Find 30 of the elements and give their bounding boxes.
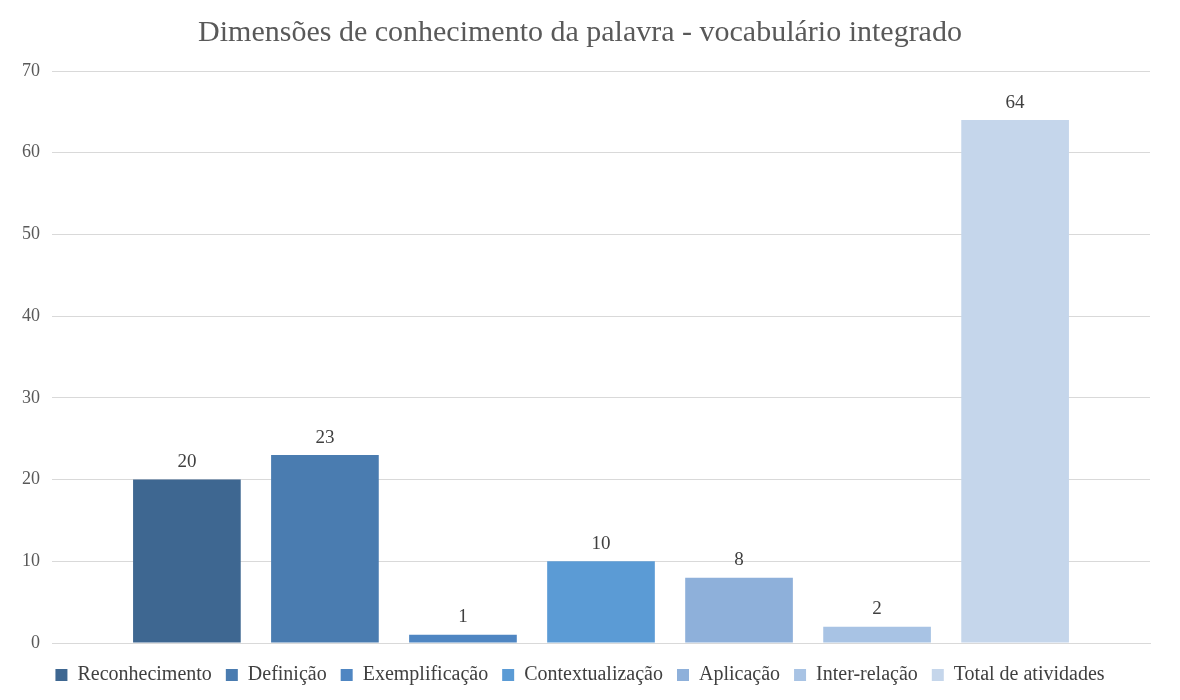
- y-tick-label: 10: [22, 550, 40, 571]
- y-tick-label: 30: [22, 386, 40, 407]
- bar: [133, 479, 241, 643]
- bar: [271, 455, 379, 643]
- y-tick-label: 60: [22, 141, 40, 162]
- data-label: 8: [734, 548, 744, 570]
- chart-title: Dimensões de conhecimento da palavra - vocabulário integrado: [198, 13, 962, 47]
- y-tick-label: 0: [31, 631, 40, 652]
- bar: [409, 634, 517, 643]
- bar: [547, 561, 655, 643]
- legend-label: Definição: [247, 662, 327, 686]
- bar: [961, 120, 1069, 643]
- bar: [685, 577, 793, 643]
- bar: [823, 626, 931, 643]
- y-tick-label: 50: [22, 223, 40, 244]
- y-tick-label: 20: [22, 468, 40, 489]
- legend-label: Inter-relação: [816, 662, 918, 686]
- legend-label: Aplicação: [698, 662, 781, 686]
- data-label: 20: [177, 450, 197, 472]
- legend-label: Total de atividades: [953, 662, 1105, 685]
- data-label: 64: [1005, 90, 1026, 112]
- y-tick-label: 40: [22, 304, 40, 325]
- data-label: 23: [315, 425, 335, 447]
- legend-label: Exemplificação: [362, 662, 489, 686]
- data-label: 2: [872, 597, 882, 619]
- data-label: 10: [591, 531, 611, 553]
- data-label: 1: [458, 605, 468, 627]
- legend-label: Reconhecimento: [77, 662, 212, 685]
- y-tick-label: 70: [22, 59, 40, 80]
- legend-label: Contextualização: [524, 662, 663, 686]
